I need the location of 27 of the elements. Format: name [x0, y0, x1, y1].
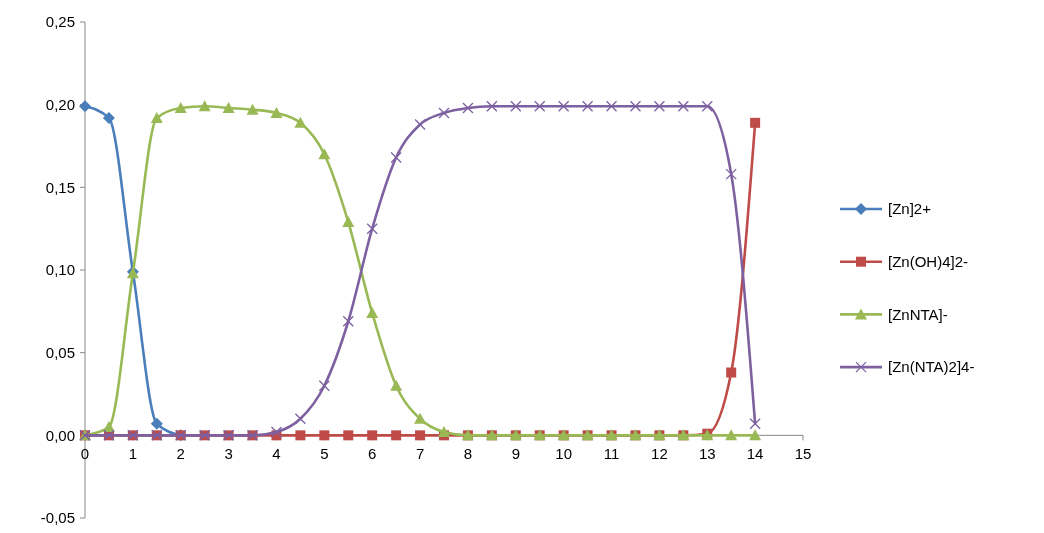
- x-tick-label: 7: [415, 445, 425, 463]
- x-tick-label: 3: [224, 445, 233, 463]
- y-tick-label: 0,10: [45, 261, 75, 279]
- y-tick-label: 0,25: [45, 13, 75, 31]
- x-tick-label: 8: [463, 445, 473, 463]
- legend-label: [Zn(NTA)2]4-: [888, 358, 975, 376]
- x-tick-label: 5: [320, 445, 329, 463]
- legend-label: [Zn(OH)4]2-: [888, 252, 969, 270]
- legend-label: [Zn]2+: [888, 200, 932, 218]
- x-tick-label: 10: [555, 445, 573, 463]
- x-tick-label: 0: [80, 445, 90, 463]
- x-tick-label: 6: [368, 445, 377, 463]
- y-tick-label: 0,00: [45, 426, 75, 444]
- y-tick-label: 0,20: [45, 95, 75, 113]
- x-tick-label: 12: [651, 445, 668, 463]
- x-tick-label: 1: [128, 445, 138, 463]
- y-tick-label: 0,05: [45, 343, 75, 361]
- y-tick-label: 0,15: [45, 178, 75, 196]
- x-tick-label: 9: [511, 445, 520, 463]
- x-tick-label: 13: [698, 445, 716, 463]
- legend-label: [ZnNTA]-: [888, 305, 948, 323]
- x-tick-label: 2: [176, 445, 185, 463]
- x-tick-label: 11: [603, 445, 620, 463]
- x-tick-label: 4: [272, 445, 281, 463]
- y-tick-label: -0,05: [40, 509, 75, 527]
- x-tick-label: 15: [794, 445, 812, 463]
- x-tick-label: 14: [746, 445, 764, 463]
